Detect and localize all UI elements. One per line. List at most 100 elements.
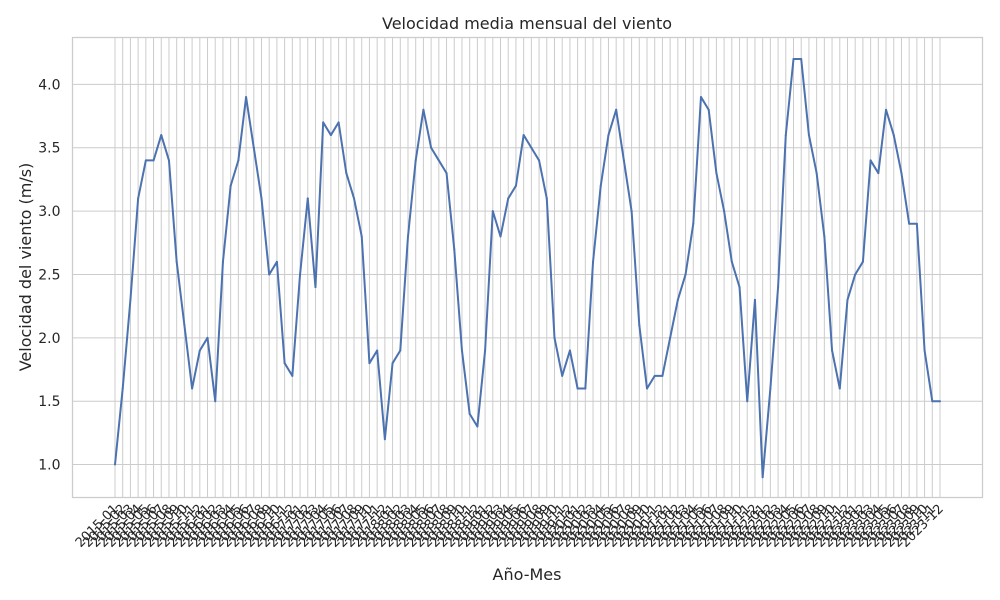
data-point [838, 387, 841, 390]
data-point [214, 400, 217, 403]
data-point [245, 96, 248, 99]
data-point [615, 108, 618, 111]
data-point [152, 159, 155, 162]
data-point [699, 96, 702, 99]
data-point [923, 349, 926, 352]
data-point [715, 172, 718, 175]
data-point [229, 184, 232, 187]
data-point [221, 260, 224, 263]
data-point [676, 298, 679, 301]
plot-frame [71, 36, 984, 499]
data-point [422, 108, 425, 111]
data-point [252, 146, 255, 149]
data-point [592, 260, 595, 263]
chart-title: Velocidad media mensual del viento [382, 14, 672, 33]
data-point [900, 172, 903, 175]
data-point [129, 298, 132, 301]
data-point [460, 349, 463, 352]
data-point [707, 108, 710, 111]
data-point [391, 362, 394, 365]
x-axis-ticks: 2015-012015-022015-032015-042015-052015-… [73, 502, 947, 551]
data-point [738, 286, 741, 289]
x-axis-label: Año-Mes [493, 565, 562, 584]
data-point [345, 172, 348, 175]
data-point [291, 374, 294, 377]
data-point [846, 298, 849, 301]
data-point [414, 159, 417, 162]
y-tick-label: 2.0 [38, 331, 60, 347]
data-point [437, 159, 440, 162]
data-point [299, 273, 302, 276]
y-axis-ticks: 1.0 1.5 2.0 2.5 3.0 3.5 4.0 [38, 77, 60, 473]
data-point [121, 387, 124, 390]
data-point [568, 349, 571, 352]
data-point [892, 134, 895, 137]
data-point [160, 134, 163, 137]
data-point [753, 298, 756, 301]
data-point [669, 336, 672, 339]
y-tick-label: 1.5 [38, 394, 60, 410]
data-point [476, 425, 479, 428]
data-point [931, 400, 934, 403]
data-point [206, 336, 209, 339]
data-point [306, 197, 309, 200]
data-point [337, 121, 340, 124]
data-point [283, 362, 286, 365]
data-point [831, 349, 834, 352]
data-point [653, 374, 656, 377]
data-point [360, 235, 363, 238]
data-point [499, 235, 502, 238]
data-point [453, 248, 456, 251]
data-point [191, 387, 194, 390]
data-point [198, 349, 201, 352]
data-point [915, 222, 918, 225]
data-point [137, 197, 140, 200]
data-point [538, 159, 541, 162]
data-point [514, 184, 517, 187]
data-point [854, 273, 857, 276]
data-point [114, 463, 116, 466]
data-point [545, 197, 548, 200]
data-point [237, 159, 240, 162]
grid [72, 37, 983, 498]
data-point [376, 349, 379, 352]
data-point [638, 324, 641, 327]
data-point [807, 134, 810, 137]
data-point [746, 400, 749, 403]
data-point [823, 235, 826, 238]
data-point [275, 260, 278, 263]
data-point [607, 134, 610, 137]
data-point [530, 146, 533, 149]
data-point [777, 286, 780, 289]
data-point [144, 159, 147, 162]
data-point [646, 387, 649, 390]
data-point [761, 476, 764, 479]
data-point [584, 387, 587, 390]
y-tick-label: 3.0 [38, 204, 60, 220]
data-point [792, 58, 795, 61]
data-point [861, 260, 864, 263]
data-point [877, 172, 880, 175]
data-point [445, 172, 448, 175]
y-tick-label: 3.5 [38, 141, 60, 157]
data-point [561, 374, 564, 377]
data-point [314, 286, 317, 289]
data-point [692, 222, 695, 225]
data-point [939, 400, 941, 403]
data-point [730, 260, 733, 263]
data-point [784, 134, 787, 137]
data-point [383, 438, 386, 441]
data-point [175, 260, 178, 263]
series-line [114, 58, 940, 479]
data-point [522, 134, 525, 137]
data-point [815, 172, 818, 175]
y-tick-label: 1.0 [38, 458, 60, 474]
data-point [599, 184, 602, 187]
data-point [630, 210, 633, 213]
data-point [167, 159, 170, 162]
data-point [661, 374, 664, 377]
data-point [869, 159, 872, 162]
data-point [491, 210, 494, 213]
